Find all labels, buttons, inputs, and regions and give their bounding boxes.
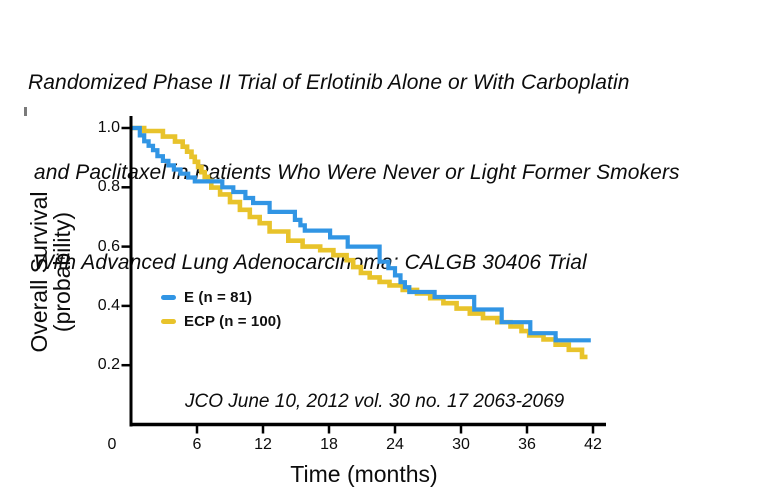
x-tick-label-18: 18 xyxy=(320,436,338,453)
legend-swatch-ECP xyxy=(161,319,176,324)
x-tick-label-12: 12 xyxy=(254,436,272,453)
y-tick-label-0.8: 0.8 xyxy=(97,178,120,196)
y-tick-label-0.2: 0.2 xyxy=(97,356,120,374)
figure-title-line-2: and Paclitaxel in Patients Who Were Neve… xyxy=(28,161,680,184)
legend: E (n = 81) ECP (n = 100) xyxy=(161,289,281,337)
figure-title-line-1: Randomized Phase II Trial of Erlotinib A… xyxy=(28,71,630,94)
y-tick-label-1.0: 1.0 xyxy=(97,119,120,136)
y-axis-title: Overall Survival (probability) xyxy=(26,122,75,422)
x-tick-label-0: 0 xyxy=(107,436,117,453)
y-tick-label-0.4: 0.4 xyxy=(97,296,120,314)
x-tick-label-36: 36 xyxy=(518,436,536,453)
stray-mark xyxy=(24,107,27,116)
series-E-curve xyxy=(131,125,591,343)
x-tick-label-24: 24 xyxy=(386,436,404,453)
y-tick-label-0.6: 0.6 xyxy=(97,237,120,255)
x-tick-label-42: 42 xyxy=(584,436,602,453)
legend-item-E: E (n = 81) xyxy=(161,289,281,306)
x-tick-label-6: 6 xyxy=(192,436,202,453)
x-tick-label-30: 30 xyxy=(452,436,470,453)
y-axis-title-line-2: (probability) xyxy=(49,211,75,333)
citation-annotation: JCO June 10, 2012 vol. 30 no. 17 2063-20… xyxy=(185,391,565,412)
legend-swatch-E xyxy=(161,295,176,300)
figure-title: Randomized Phase II Trial of Erlotinib A… xyxy=(28,8,768,338)
y-axis-title-line-1: Overall Survival xyxy=(26,191,52,353)
legend-label-E: E (n = 81) xyxy=(184,289,253,306)
legend-item-ECP: ECP (n = 100) xyxy=(161,313,281,330)
x-axis-title: Time (months) xyxy=(290,461,438,487)
legend-label-ECP: ECP (n = 100) xyxy=(184,313,282,330)
